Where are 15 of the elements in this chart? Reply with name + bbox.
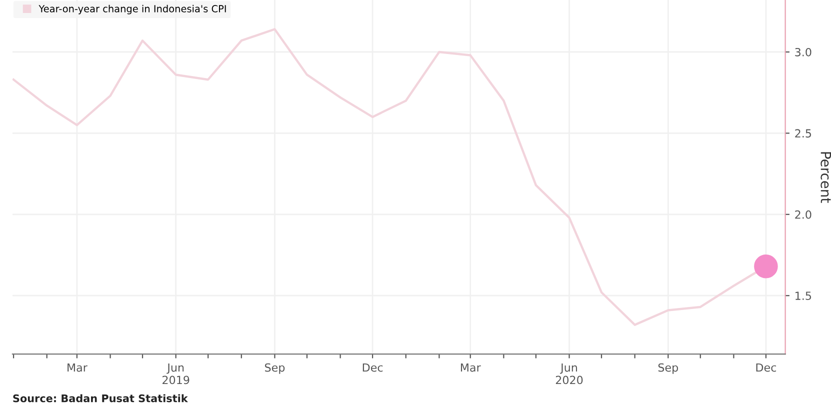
y-tick-label: 2.5 (795, 129, 812, 138)
x-tick-label: Mar (460, 363, 481, 372)
y-tick-label: 1.5 (796, 292, 812, 300)
x-tick-label: Dec (756, 363, 776, 372)
x-tick-label: Dec (362, 363, 383, 372)
y-tick-label: 3.0 (795, 48, 812, 56)
source-note: Source: Badan Pusat Statistik (13, 394, 188, 402)
x-tick-label: Jun 2019 (162, 363, 190, 384)
x-tick-label: Jun 2020 (556, 363, 583, 384)
x-tick-label: Mar (68, 363, 88, 372)
x-tick-label: Sep (658, 363, 678, 374)
y-axis-title: Percent (820, 152, 831, 203)
y-tick-label: 2.0 (795, 210, 812, 219)
legend-label: Year-on-year change in Indonesia's CPI (38, 4, 226, 14)
x-tick-label: Sep (264, 363, 285, 374)
